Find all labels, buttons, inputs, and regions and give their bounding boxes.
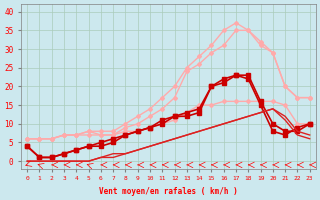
X-axis label: Vent moyen/en rafales ( km/h ): Vent moyen/en rafales ( km/h )	[99, 187, 238, 196]
